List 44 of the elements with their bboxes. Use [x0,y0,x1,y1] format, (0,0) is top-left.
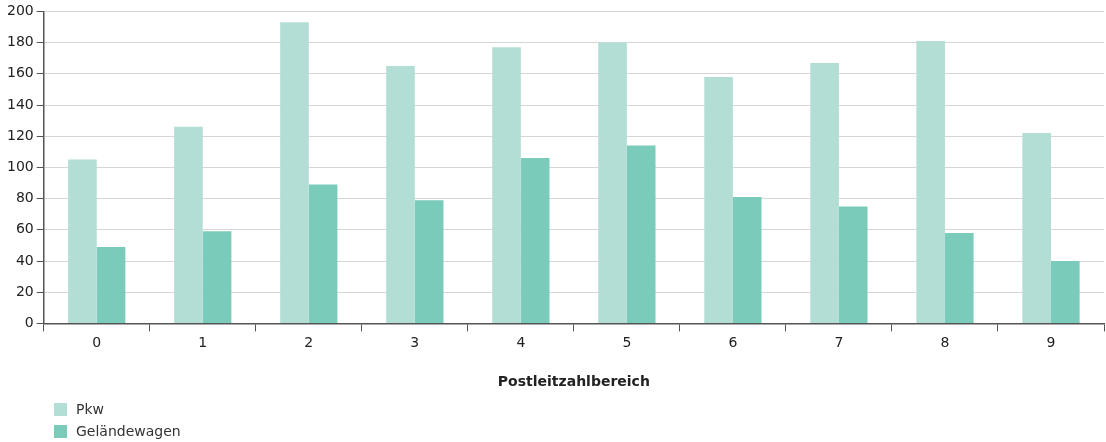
legend-label: Pkw [76,401,104,417]
bar [280,22,309,323]
bar [202,231,232,323]
y-tick-label: 0 [24,314,34,331]
y-tick-label: 180 [6,33,34,50]
x-tick-label: 3 [410,334,420,351]
x-tick-label: 4 [516,334,526,351]
bar [1050,261,1080,323]
bar [308,184,338,323]
bar [174,126,203,323]
bar [810,62,839,323]
x-tick-label: 6 [728,334,738,351]
x-tick-label: 9 [1046,334,1056,351]
y-tick-label: 100 [6,158,34,175]
bar [96,246,126,323]
bar [916,41,945,323]
legend-label: Geländewagen [76,423,181,439]
bar [520,158,550,323]
bar [838,206,868,323]
y-tick-label: 120 [6,126,34,143]
y-tick-label: 20 [15,282,34,299]
bar [68,159,97,323]
y-tick-label: 40 [15,251,34,268]
bar [414,200,444,323]
y-tick-label: 80 [15,189,34,206]
x-tick-label: 2 [304,334,314,351]
y-tick-label: 200 [6,2,34,19]
bar [492,47,521,323]
x-tick-label: 5 [622,334,632,351]
x-tick-label: 1 [198,334,208,351]
x-tick-label: 8 [940,334,950,351]
bar [944,232,974,323]
x-tick-label: 0 [92,334,102,351]
y-tick-label: 60 [15,220,34,237]
bar [626,145,656,323]
bar [598,42,627,323]
x-tick-label: 7 [834,334,844,351]
x-axis-title: Postleitzahlbereich [497,373,650,390]
bar [732,197,762,323]
bar [1022,133,1051,323]
bar [386,66,415,323]
y-tick-label: 140 [6,95,34,112]
bar [704,76,733,323]
y-tick-label: 160 [6,64,34,81]
